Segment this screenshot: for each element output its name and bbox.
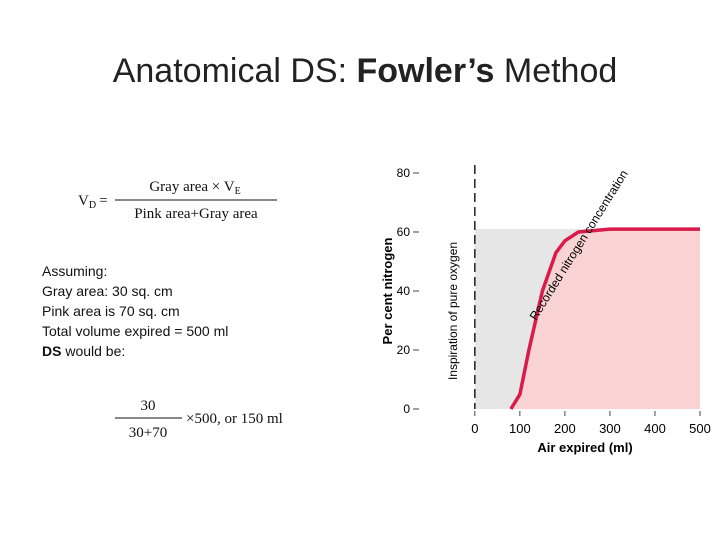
subscript: D: [89, 200, 96, 211]
text: would be:: [61, 343, 125, 359]
text-block: Assuming: Gray area: 30 sq. cm Pink area…: [42, 263, 228, 359]
text-line: Gray area: 30 sq. cm: [42, 283, 173, 299]
y-tick-label: 20: [397, 343, 411, 357]
equals: =: [99, 193, 107, 209]
pink-area: [510, 229, 700, 409]
title-text: Method: [494, 52, 617, 90]
answer: 30 30+70 ×500, or 150 ml: [115, 398, 283, 441]
title-text: Anatomical DS:: [113, 52, 357, 90]
denominator: Pink area+Gray area: [134, 206, 258, 222]
x-tick-label: 400: [644, 421, 666, 436]
text-line: DS would be:: [42, 343, 125, 359]
title-bold: Fowler’s: [356, 52, 494, 90]
formula: VD = Gray area × VE Pink area+Gray area: [78, 179, 277, 222]
numerator: Gray area × VE: [149, 179, 240, 197]
bold-text: DS: [42, 343, 61, 359]
chart: 0 20 40 60 80 0 100 200 300 400 500 Air expired (ml…: [380, 165, 711, 455]
numerator: 30: [141, 398, 156, 414]
numerator-text: Gray area × V: [149, 179, 234, 195]
y-tick-label: 40: [397, 284, 411, 298]
y-tick-label: 80: [397, 166, 411, 180]
y-tick-label: 0: [403, 402, 410, 416]
subscript: E: [235, 186, 241, 197]
denominator: 30+70: [129, 425, 167, 441]
text-line: Assuming:: [42, 263, 107, 279]
x-tick-label: 0: [471, 421, 478, 436]
y-axis-label: Per cent nitrogen: [380, 237, 395, 344]
slide-title: Anatomical DS: Fowler’s Method: [113, 52, 618, 90]
symbol: V: [78, 193, 89, 209]
formula-lhs: VD =: [78, 193, 108, 211]
x-tick-label: 500: [689, 421, 711, 436]
y-tick-label: 60: [397, 225, 411, 239]
data-line: [509, 227, 700, 410]
annotation: Inspiration of pure oxygen: [446, 242, 460, 380]
text-line: Total volume expired = 500 ml: [42, 323, 228, 339]
answer-rest: ×500, or 150 ml: [186, 411, 283, 427]
text-line: Pink area is 70 sq. cm: [42, 303, 180, 319]
x-axis-label: Air expired (ml): [537, 440, 632, 455]
x-tick-label: 200: [554, 421, 576, 436]
x-tick-label: 300: [599, 421, 621, 436]
x-tick-label: 100: [509, 421, 531, 436]
